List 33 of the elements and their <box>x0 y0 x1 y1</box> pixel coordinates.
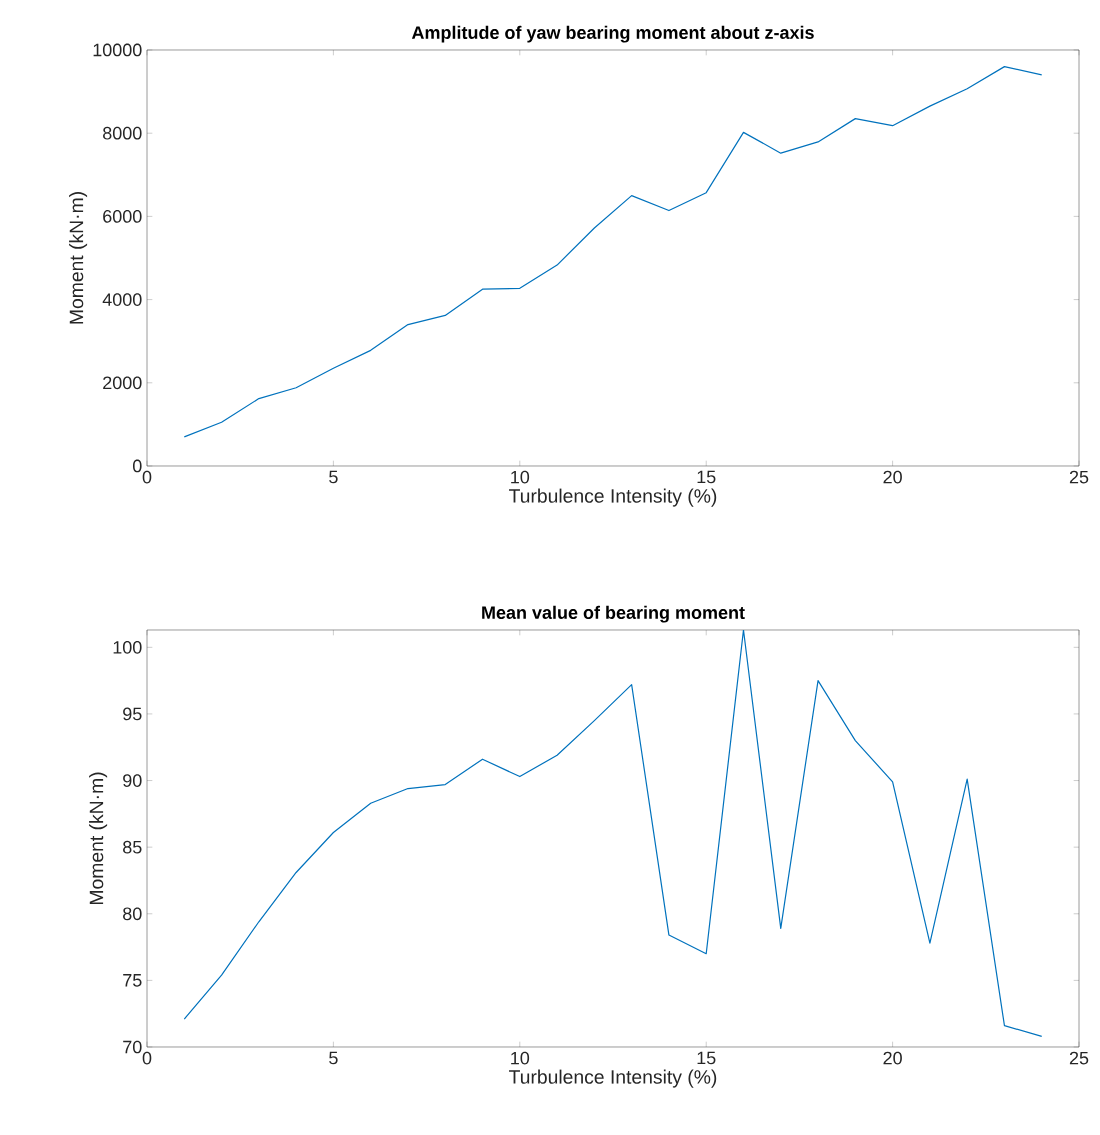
x-tick-label: 25 <box>1069 1051 1089 1065</box>
x-tick-label: 5 <box>329 470 338 484</box>
y-tick-label: 4000 <box>102 293 142 306</box>
x-tick-label: 15 <box>697 470 716 484</box>
y-axis-title: Moment (kN·m) <box>89 772 108 905</box>
chart-title: Mean value of bearing moment <box>482 605 745 623</box>
y-tick-label: 75 <box>123 974 142 987</box>
x-tick-label: 0 <box>142 1051 152 1065</box>
x-tick-label: 20 <box>883 470 902 484</box>
x-tick-label: 25 <box>1069 470 1089 484</box>
y-axis-title: Moment (kN·m) <box>69 192 88 324</box>
y-tick-label: 8000 <box>103 126 142 140</box>
y-tick-label: 85 <box>123 840 142 854</box>
y-tick-label: 2000 <box>103 376 142 390</box>
x-axis-title: Turbulence Intensity (%) <box>509 1069 717 1088</box>
y-tick-label: 95 <box>123 707 142 721</box>
y-tick-label: 80 <box>123 907 142 921</box>
x-axis-title: Turbulence Intensity (%) <box>509 488 717 507</box>
y-tick-label: 0 <box>132 459 142 473</box>
y-tick-label: 100 <box>113 640 142 654</box>
x-tick-label: 15 <box>697 1051 716 1065</box>
y-tick-label: 6000 <box>103 210 142 223</box>
line-series <box>183 629 1043 1037</box>
x-tick-label: 20 <box>883 1051 902 1065</box>
x-tick-label: 0 <box>142 470 152 484</box>
x-tick-label: 10 <box>511 470 530 484</box>
x-tick-label: 10 <box>511 1051 530 1065</box>
chart-title: Amplitude of yaw bearing moment about z-axis <box>411 25 814 43</box>
y-tick-label: 10000 <box>93 43 142 57</box>
line-series <box>183 66 1043 438</box>
x-tick-label: 5 <box>329 1051 338 1065</box>
y-tick-label: 90 <box>123 774 142 787</box>
y-tick-label: 70 <box>123 1040 142 1054</box>
